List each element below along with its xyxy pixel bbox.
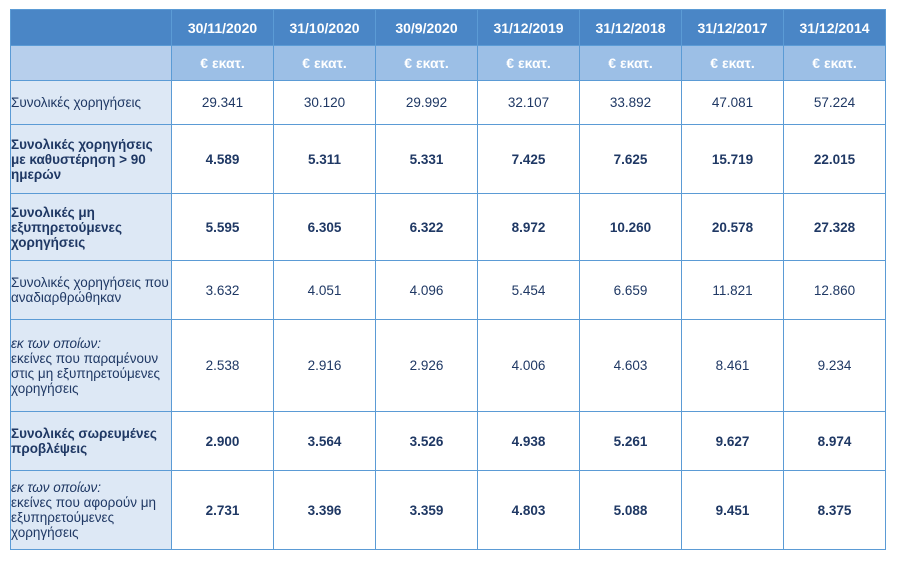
table-cell: 2.731 — [171, 470, 274, 550]
table-cell: 20.578 — [681, 193, 784, 261]
table-cell: 30.120 — [273, 80, 376, 125]
row-label-text: εκείνες που αφορούν μη εξυπηρετούμενες χ… — [11, 495, 156, 540]
table-cell: 29.341 — [171, 80, 274, 125]
table-cell: 2.916 — [273, 319, 376, 412]
row-label: Συνολικές χορηγήσεις με καθυστέρηση > 90… — [10, 124, 172, 194]
header-date: 31/12/2019 — [477, 9, 580, 46]
table-cell: 8.974 — [783, 411, 886, 471]
header-unit: € εκατ. — [579, 45, 682, 81]
table-cell: 2.926 — [375, 319, 478, 412]
table-cell: 5.311 — [273, 124, 376, 194]
table-cell: 2.900 — [171, 411, 274, 471]
header-unit: € εκατ. — [273, 45, 376, 81]
table-cell: 3.632 — [171, 260, 274, 320]
table-cell: 4.096 — [375, 260, 478, 320]
header-date: 31/12/2017 — [681, 9, 784, 46]
table-cell: 11.821 — [681, 260, 784, 320]
table-cell: 5.088 — [579, 470, 682, 550]
table-row: εκ των οποίων: εκείνες που παραμένουν στι… — [10, 319, 886, 412]
row-label: Συνολικές μη εξυπηρετούμενες χορηγήσεις — [10, 193, 172, 261]
table-row: εκ των οποίων: εκείνες που αφορούν μη εξυ… — [10, 470, 886, 550]
table-row: Συνολικές χορηγήσεις που αναδιαρθρώθηκαν… — [10, 260, 886, 320]
table-cell: 3.564 — [273, 411, 376, 471]
row-label: εκ των οποίων: εκείνες που παραμένουν στι… — [10, 319, 172, 412]
table-cell: 33.892 — [579, 80, 682, 125]
table-cell: 5.595 — [171, 193, 274, 261]
table-cell: 57.224 — [783, 80, 886, 125]
table-cell: 10.260 — [579, 193, 682, 261]
table-cell: 5.454 — [477, 260, 580, 320]
table-cell: 9.451 — [681, 470, 784, 550]
header-date: 30/11/2020 — [171, 9, 274, 46]
row-label-prefix: εκ των οποίων: — [11, 335, 101, 351]
header-corner-cell — [10, 9, 172, 46]
header-date: 31/12/2018 — [579, 9, 682, 46]
table-cell: 3.526 — [375, 411, 478, 471]
row-label: εκ των οποίων: εκείνες που αφορούν μη εξυ… — [10, 470, 172, 550]
row-label: Συνολικές σωρευμένες προβλέψεις — [10, 411, 172, 471]
row-label: Συνολικές χορηγήσεις που αναδιαρθρώθηκαν — [10, 260, 172, 320]
header-units-row: € εκατ. € εκατ. € εκατ. € εκατ. € εκατ. … — [10, 45, 886, 81]
table-row: Συνολικές μη εξυπηρετούμενες χορηγήσεις … — [10, 193, 886, 261]
header-date: 31/12/2014 — [783, 9, 886, 46]
table-cell: 8.375 — [783, 470, 886, 550]
header-unit: € εκατ. — [783, 45, 886, 81]
table-cell: 8.461 — [681, 319, 784, 412]
loans-table: 30/11/2020 31/10/2020 30/9/2020 31/12/20… — [10, 9, 886, 550]
header-unit: € εκατ. — [171, 45, 274, 81]
table-cell: 12.860 — [783, 260, 886, 320]
table-cell: 8.972 — [477, 193, 580, 261]
row-label: Συνολικές χορηγήσεις — [10, 80, 172, 125]
header-date: 31/10/2020 — [273, 9, 376, 46]
table-cell: 9.627 — [681, 411, 784, 471]
table-cell: 4.938 — [477, 411, 580, 471]
table-cell: 3.359 — [375, 470, 478, 550]
table-cell: 6.305 — [273, 193, 376, 261]
units-corner-cell — [10, 45, 172, 81]
table-cell: 9.234 — [783, 319, 886, 412]
table-cell: 5.331 — [375, 124, 478, 194]
table-cell: 47.081 — [681, 80, 784, 125]
table-cell: 27.328 — [783, 193, 886, 261]
table-cell: 7.625 — [579, 124, 682, 194]
table-cell: 4.051 — [273, 260, 376, 320]
table-cell: 32.107 — [477, 80, 580, 125]
table-cell: 6.322 — [375, 193, 478, 261]
table-cell: 2.538 — [171, 319, 274, 412]
header-date: 30/9/2020 — [375, 9, 478, 46]
table-cell: 4.603 — [579, 319, 682, 412]
table-cell: 4.589 — [171, 124, 274, 194]
table-row: Συνολικές σωρευμένες προβλέψεις 2.900 3.… — [10, 411, 886, 471]
table-cell: 29.992 — [375, 80, 478, 125]
table-cell: 3.396 — [273, 470, 376, 550]
table-cell: 22.015 — [783, 124, 886, 194]
row-label-prefix: εκ των οποίων: — [11, 480, 101, 495]
header-unit: € εκατ. — [477, 45, 580, 81]
header-unit: € εκατ. — [375, 45, 478, 81]
table-cell: 7.425 — [477, 124, 580, 194]
row-label-text: εκείνες που παραμένουν στις μη εξυπηρετο… — [11, 350, 161, 396]
table-row: Συνολικές χορηγήσεις 29.341 30.120 29.99… — [10, 80, 886, 125]
table-cell: 4.803 — [477, 470, 580, 550]
table-cell: 15.719 — [681, 124, 784, 194]
table-cell: 5.261 — [579, 411, 682, 471]
table-cell: 6.659 — [579, 260, 682, 320]
table-row: Συνολικές χορηγήσεις με καθυστέρηση > 90… — [10, 124, 886, 194]
table-cell: 4.006 — [477, 319, 580, 412]
header-unit: € εκατ. — [681, 45, 784, 81]
header-dates-row: 30/11/2020 31/10/2020 30/9/2020 31/12/20… — [10, 9, 886, 46]
